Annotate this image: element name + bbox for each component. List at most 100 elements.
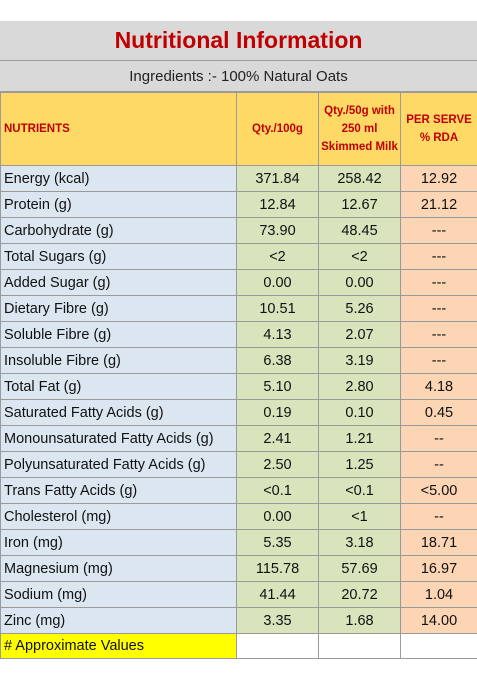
qty-100g-value: 0.19 [236,399,319,426]
ingredients-line: Ingredients :- 100% Natural Oats [0,61,477,92]
qty-50g-value: 2.80 [318,373,401,400]
table-row: Monounsaturated Fatty Acids (g) 2.41 1.21-… [0,425,477,452]
qty-100g-value: 2.41 [236,425,319,452]
rda-value: --- [400,217,477,244]
rda-value: 1.04 [400,581,477,608]
nutrient-name: Energy (kcal) [0,165,237,192]
qty-50g-value: 20.72 [318,581,401,608]
nutrition-sheet: Nutritional Information Ingredients :- 1… [0,21,477,659]
header-rda: PER SERVE % RDA [400,92,477,166]
qty-100g-value: 0.00 [236,269,319,296]
qty-50g-value: 1.68 [318,607,401,634]
rda-value: 21.12 [400,191,477,218]
empty-cell [400,633,477,659]
qty-100g-value: 0.00 [236,503,319,530]
footnote: # Approximate Values [0,633,237,659]
qty-100g-value: 41.44 [236,581,319,608]
table-row: Iron (mg) 5.35 3.18 18.71 [0,529,477,556]
rda-value: 4.18 [400,373,477,400]
qty-100g-value: <0.1 [236,477,319,504]
qty-100g-value: 3.35 [236,607,319,634]
header-qty-50g-milk: Qty./50g with 250 ml Skimmed Milk [318,92,401,166]
nutrient-name: Added Sugar (g) [0,269,237,296]
table-row: Total Fat (g) 5.10 2.80 4.18 [0,373,477,400]
nutrient-name: Soluble Fibre (g) [0,321,237,348]
qty-50g-value: 3.19 [318,347,401,374]
qty-100g-value: <2 [236,243,319,270]
qty-50g-value: 12.67 [318,191,401,218]
nutrient-name: Monounsaturated Fatty Acids (g) [0,425,237,452]
qty-50g-value: 3.18 [318,529,401,556]
qty-100g-value: 2.50 [236,451,319,478]
nutrient-name: Dietary Fibre (g) [0,295,237,322]
qty-100g-value: 5.10 [236,373,319,400]
rda-value: 14.00 [400,607,477,634]
rda-value: -- [400,503,477,530]
nutrient-name: Insoluble Fibre (g) [0,347,237,374]
rda-value: --- [400,243,477,270]
nutrient-name: Iron (mg) [0,529,237,556]
qty-50g-value: 2.07 [318,321,401,348]
empty-cell [236,633,319,659]
rda-value: -- [400,451,477,478]
table-row: Dietary Fibre (g) 10.51 5.26 --- [0,295,477,322]
table-row: Zinc (mg) 3.35 1.68 14.00 [0,607,477,634]
nutrient-name: Magnesium (mg) [0,555,237,582]
rda-value: 18.71 [400,529,477,556]
table-row: Magnesium (mg) 115.78 57.69 16.97 [0,555,477,582]
nutrition-table-body: NUTRIENTS Qty./100g Qty./50g with 250 ml… [0,92,477,659]
qty-100g-value: 12.84 [236,191,319,218]
rda-value: 16.97 [400,555,477,582]
rda-value: --- [400,295,477,322]
nutrient-name: Cholesterol (mg) [0,503,237,530]
qty-100g-value: 73.90 [236,217,319,244]
table-row: Polyunsaturated Fatty Acids (g) 2.50 1.25-… [0,451,477,478]
table-row: Added Sugar (g) 0.00 0.00 --- [0,269,477,296]
header-qty-100g: Qty./100g [236,92,319,166]
table-row: Carbohydrate (g) 73.90 48.45 --- [0,217,477,244]
qty-50g-value: 5.26 [318,295,401,322]
nutrient-name: Protein (g) [0,191,237,218]
qty-50g-value: 258.42 [318,165,401,192]
table-row: Cholesterol (mg) 0.00 <1 -- [0,503,477,530]
rda-value: --- [400,269,477,296]
qty-50g-value: <2 [318,243,401,270]
qty-50g-value: <1 [318,503,401,530]
rda-value: --- [400,321,477,348]
rda-value: -- [400,425,477,452]
nutrient-name: Polyunsaturated Fatty Acids (g) [0,451,237,478]
qty-100g-value: 115.78 [236,555,319,582]
qty-50g-value: 1.21 [318,425,401,452]
qty-100g-value: 4.13 [236,321,319,348]
table-row: Energy (kcal) 371.84 258.42 12.92 [0,165,477,192]
qty-100g-value: 10.51 [236,295,319,322]
table-row: Total Sugars (g) <2 <2 --- [0,243,477,270]
empty-cell [318,633,401,659]
qty-50g-value: 0.00 [318,269,401,296]
rda-value: 12.92 [400,165,477,192]
table-row: Protein (g) 12.84 12.67 21.12 [0,191,477,218]
qty-50g-value: <0.1 [318,477,401,504]
rda-value: --- [400,347,477,374]
footnote-row: # Approximate Values [0,633,477,659]
nutrient-name: Zinc (mg) [0,607,237,634]
table-row: Sodium (mg) 41.44 20.72 1.04 [0,581,477,608]
nutrient-name: Carbohydrate (g) [0,217,237,244]
rda-value: <5.00 [400,477,477,504]
qty-100g-value: 6.38 [236,347,319,374]
header-row: NUTRIENTS Qty./100g Qty./50g with 250 ml… [0,92,477,166]
qty-100g-value: 371.84 [236,165,319,192]
table-row: Soluble Fibre (g) 4.13 2.07 --- [0,321,477,348]
nutrient-name: Saturated Fatty Acids (g) [0,399,237,426]
rda-value: 0.45 [400,399,477,426]
table-row: Trans Fatty Acids (g) <0.1 <0.1 <5.00 [0,477,477,504]
nutrition-table: NUTRIENTS Qty./100g Qty./50g with 250 ml… [0,92,477,659]
qty-50g-value: 48.45 [318,217,401,244]
qty-50g-value: 57.69 [318,555,401,582]
table-row: Saturated Fatty Acids (g) 0.19 0.10 0.45 [0,399,477,426]
nutrient-name: Total Sugars (g) [0,243,237,270]
qty-50g-value: 0.10 [318,399,401,426]
table-row: Insoluble Fibre (g) 6.38 3.19 --- [0,347,477,374]
qty-100g-value: 5.35 [236,529,319,556]
nutrient-name: Sodium (mg) [0,581,237,608]
